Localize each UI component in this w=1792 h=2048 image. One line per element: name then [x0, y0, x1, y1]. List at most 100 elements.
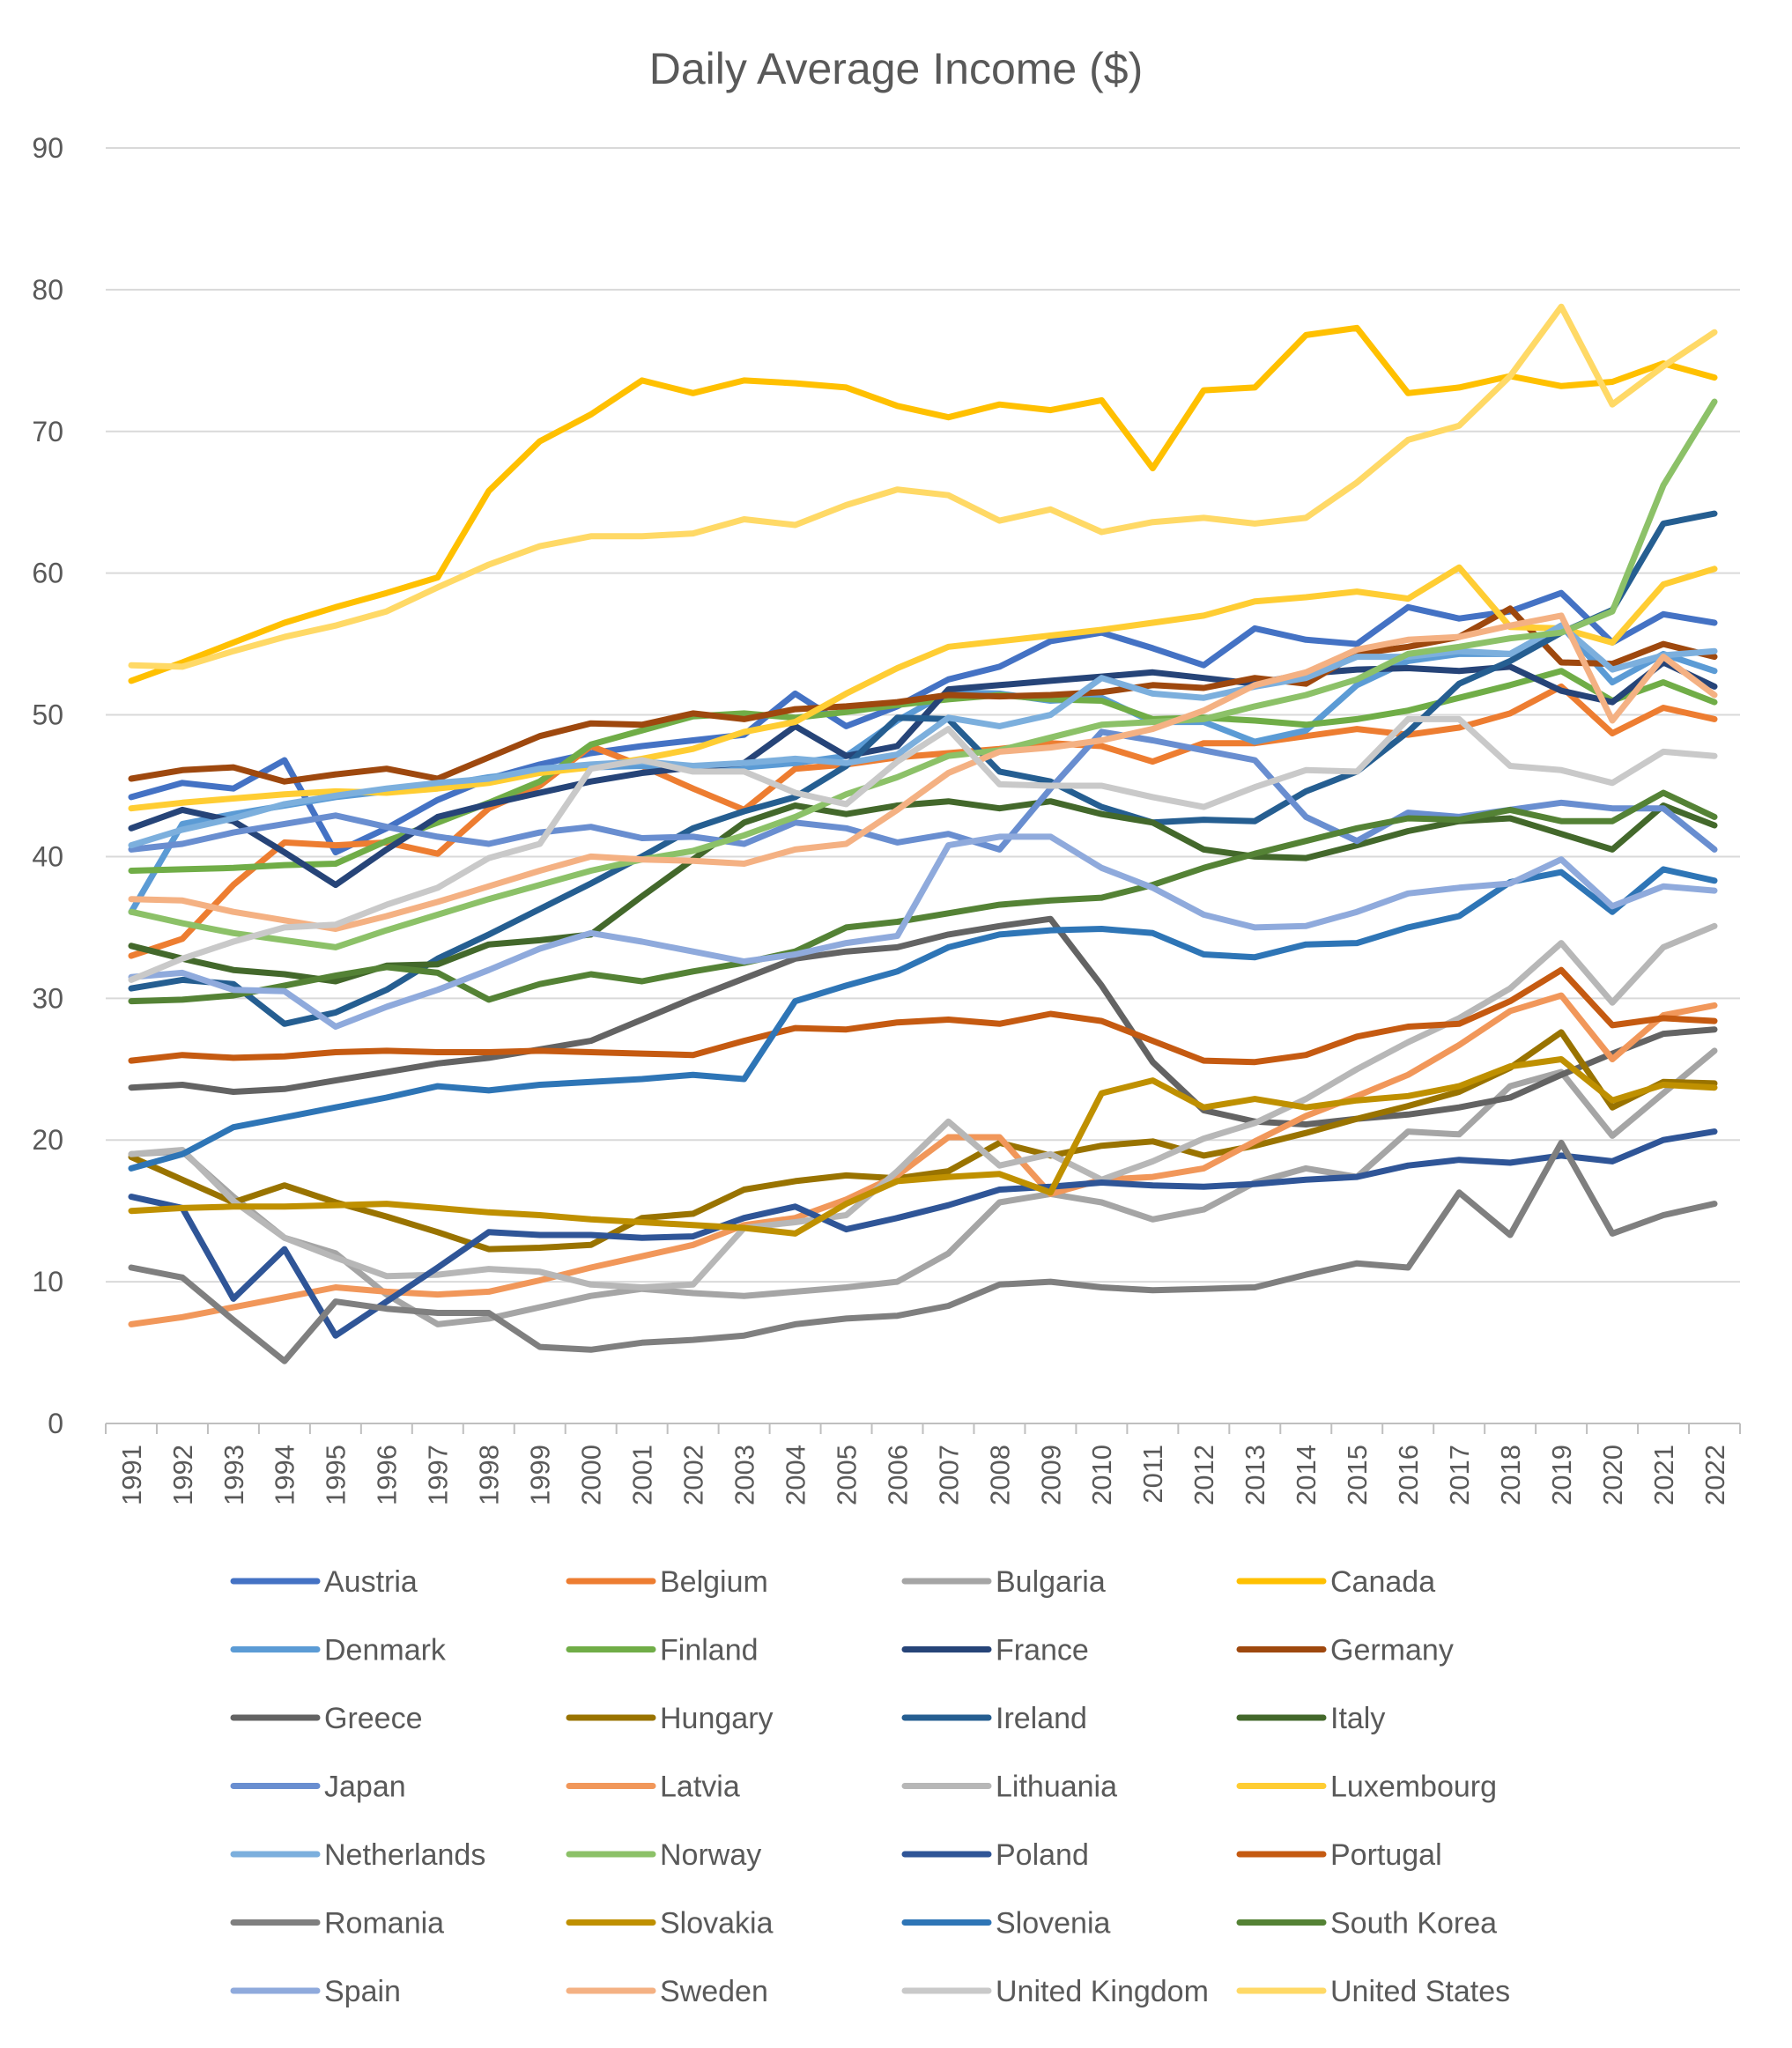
y-tick-label: 70: [32, 416, 63, 447]
series-line-poland: [128, 1128, 1718, 1339]
x-tick-label: 2006: [882, 1445, 913, 1505]
legend-item-poland: Poland: [901, 1838, 1089, 1872]
legend-label: Bulgaria: [996, 1565, 1106, 1599]
x-tick-label: 2016: [1393, 1445, 1424, 1505]
legend-item-france: France: [901, 1634, 1089, 1667]
x-tick-label: 1999: [525, 1445, 556, 1505]
legend-item-luxembourg: Luxembourg: [1236, 1771, 1497, 1804]
series-line-south-korea: [128, 789, 1718, 1005]
series-line-hungary: [128, 1029, 1718, 1253]
x-tick-label: 1992: [167, 1445, 198, 1505]
series-line-japan: [128, 728, 1718, 853]
series-line-united-states: [128, 303, 1718, 670]
legend-label: United Kingdom: [996, 1975, 1209, 2008]
x-tick-label: 2004: [780, 1445, 811, 1505]
legend-label: Norway: [660, 1838, 761, 1872]
legend-item-slovakia: Slovakia: [566, 1907, 774, 1941]
legend-item-netherlands: Netherlands: [230, 1838, 485, 1872]
series-line-portugal: [128, 966, 1718, 1066]
series-line-slovakia: [128, 1056, 1718, 1237]
x-tick-label: 2017: [1444, 1445, 1475, 1505]
series-line-netherlands: [128, 622, 1718, 849]
x-tick-label: 2003: [729, 1445, 759, 1505]
x-tick-label: 1995: [321, 1445, 352, 1505]
y-tick-label: 10: [32, 1266, 63, 1298]
legend-label: Poland: [996, 1838, 1089, 1872]
x-tick-label: 2014: [1291, 1445, 1322, 1505]
x-tick-label: 1997: [423, 1445, 454, 1505]
legend-item-sweden: Sweden: [566, 1975, 768, 2008]
legend-label: Italy: [1330, 1702, 1385, 1735]
chart-title: Daily Average Income ($): [649, 44, 1143, 93]
legend-label: Austria: [324, 1565, 418, 1599]
legend-label: Hungary: [660, 1702, 774, 1735]
legend-item-greece: Greece: [230, 1702, 423, 1735]
legend-label: Greece: [324, 1702, 423, 1735]
series-line-united-kingdom: [128, 715, 1718, 983]
legend-item-south-korea: South Korea: [1236, 1907, 1497, 1941]
legend-label: Sweden: [660, 1975, 768, 2008]
legend-label: Lithuania: [996, 1771, 1117, 1804]
x-tick-label: 2002: [678, 1445, 708, 1505]
legend-label: Slovenia: [996, 1907, 1111, 1941]
legend-label: Denmark: [324, 1634, 447, 1667]
legend-item-ireland: Ireland: [901, 1702, 1087, 1735]
legend-label: Portugal: [1330, 1838, 1442, 1872]
series-line-greece: [128, 915, 1718, 1128]
y-tick-label: 80: [32, 274, 63, 306]
x-tick-label: 2000: [576, 1445, 607, 1505]
series-line-luxembourg: [128, 564, 1718, 812]
legend-label: Netherlands: [324, 1838, 485, 1872]
x-tick-label: 2022: [1699, 1445, 1730, 1505]
series-line-austria: [128, 589, 1718, 856]
legend-label: Romania: [324, 1907, 444, 1941]
legend-label: Japan: [324, 1771, 406, 1804]
series-line-sweden: [128, 612, 1718, 932]
legend-label: Finland: [660, 1634, 759, 1667]
legend-label: Spain: [324, 1975, 401, 2008]
y-tick-label: 30: [32, 982, 63, 1014]
legend-label: Germany: [1330, 1634, 1454, 1667]
x-tick-label: 1993: [218, 1445, 249, 1505]
legend-item-italy: Italy: [1236, 1702, 1385, 1735]
x-tick-label: 2012: [1188, 1445, 1219, 1505]
series-line-spain: [128, 833, 1718, 1030]
legend-item-finland: Finland: [566, 1634, 759, 1667]
x-tick-label: 2021: [1648, 1445, 1679, 1505]
series-line-latvia: [128, 992, 1718, 1327]
series-line-ireland: [128, 510, 1718, 1027]
y-axis: 0 10 20 30 40 50 60 70 80 90: [32, 132, 63, 1439]
x-tick-label: 1998: [474, 1445, 505, 1505]
series-line-norway: [128, 398, 1718, 950]
legend-label: Latvia: [660, 1771, 740, 1804]
legend-label: Canada: [1330, 1565, 1435, 1599]
x-tick-label: 1991: [116, 1445, 147, 1505]
legend-item-germany: Germany: [1236, 1634, 1454, 1667]
legend-label: Luxembourg: [1330, 1771, 1497, 1804]
legend-item-slovenia: Slovenia: [901, 1907, 1111, 1941]
series-line-finland: [128, 668, 1718, 874]
legend-label: Ireland: [996, 1702, 1087, 1735]
legend-label: United States: [1330, 1975, 1510, 2008]
x-tick-label: 2018: [1495, 1445, 1526, 1505]
y-tick-label: 40: [32, 840, 63, 872]
y-tick-label: 20: [32, 1124, 63, 1156]
x-tick-label: 2019: [1546, 1445, 1577, 1505]
x-tick-label: 2011: [1137, 1445, 1168, 1504]
x-tick-label: 2007: [933, 1445, 964, 1505]
x-tick-label: 2009: [1035, 1445, 1066, 1505]
y-tick-label: 90: [32, 132, 63, 164]
legend-item-denmark: Denmark: [230, 1634, 447, 1667]
legend-item-japan: Japan: [230, 1771, 406, 1804]
legend-label: Belgium: [660, 1565, 768, 1599]
x-tick-label: 2008: [984, 1445, 1015, 1505]
x-tick-label: 2001: [627, 1445, 658, 1505]
y-tick-label: 50: [32, 699, 63, 731]
legend-item-norway: Norway: [566, 1838, 761, 1872]
series-line-romania: [128, 1139, 1718, 1364]
series-line-canada: [128, 324, 1718, 684]
legend-item-belgium: Belgium: [566, 1565, 768, 1599]
legend-label: Slovakia: [660, 1907, 774, 1941]
